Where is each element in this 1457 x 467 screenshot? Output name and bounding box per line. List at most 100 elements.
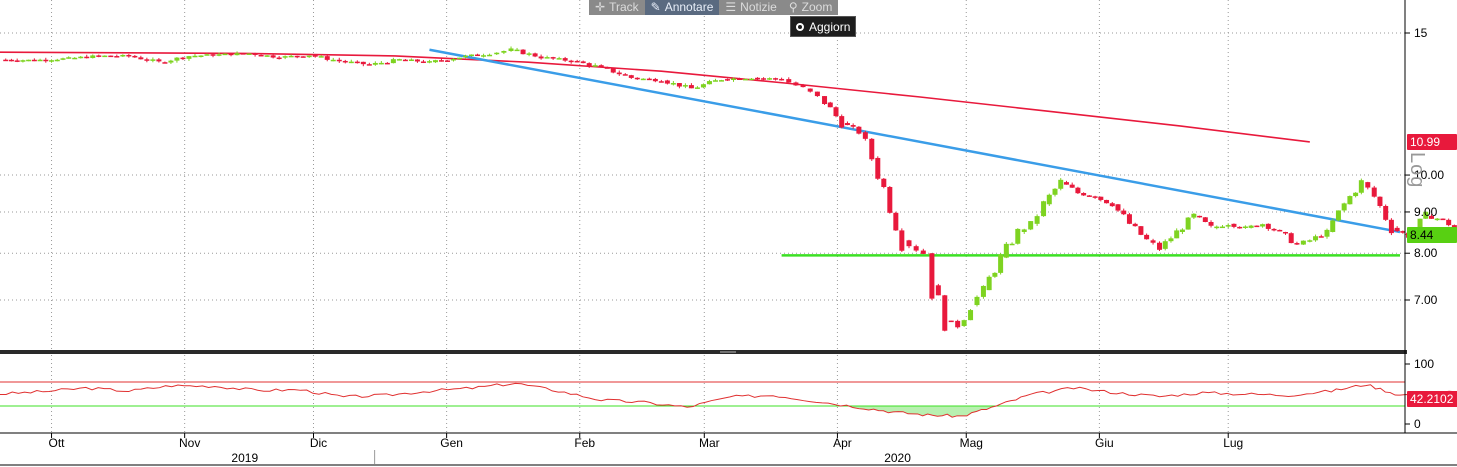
down-candle <box>126 54 132 58</box>
news-icon: ☰ <box>725 0 737 14</box>
candle-body <box>1179 229 1185 232</box>
candle-body <box>1313 236 1319 241</box>
up-candle <box>706 79 712 85</box>
candle-body <box>1015 228 1021 244</box>
overlay-lines <box>0 48 1457 257</box>
pencil-icon: ✎ <box>650 0 661 14</box>
rsi-indicator <box>0 381 1457 418</box>
price-tick-label: 10.00 <box>1414 168 1444 182</box>
resistance-trendline <box>429 48 1401 234</box>
candle-body <box>827 102 833 108</box>
candle-body <box>598 65 604 67</box>
candle-body <box>1341 203 1347 211</box>
candle-body <box>1451 225 1457 228</box>
down-candle <box>568 59 574 64</box>
down-candle <box>336 57 342 63</box>
candle-body <box>1446 219 1452 226</box>
candle-body <box>508 48 514 51</box>
candle-body <box>1214 226 1220 229</box>
down-candle <box>1428 214 1434 219</box>
down-candle <box>14 58 20 63</box>
candle-body <box>800 85 806 88</box>
down-candle <box>881 178 887 189</box>
annotate-tool[interactable]: ✎ Annotare <box>644 0 720 15</box>
down-candle <box>1254 225 1260 228</box>
up-candle <box>712 78 718 82</box>
down-candle <box>1446 218 1452 227</box>
down-candle <box>844 121 850 126</box>
up-candle <box>120 54 126 58</box>
down-candle <box>294 55 300 59</box>
down-candle <box>786 77 792 83</box>
candle-body <box>414 59 420 62</box>
candle-body <box>222 53 228 56</box>
candle-body <box>839 116 845 128</box>
up-candle <box>1052 188 1058 197</box>
candle-body <box>469 54 475 57</box>
candle-body <box>1058 179 1064 189</box>
candle-body <box>1009 243 1015 246</box>
up-candle <box>264 55 270 57</box>
down-candle <box>610 67 616 74</box>
down-candle <box>3 58 9 62</box>
down-candle <box>862 130 868 141</box>
down-candle <box>887 186 893 214</box>
candle-body <box>1162 241 1168 249</box>
up-candle <box>1179 228 1185 235</box>
up-candle <box>463 54 469 59</box>
up-candle <box>186 55 192 61</box>
candle-body <box>282 56 288 58</box>
magnifier-icon: ⚲ <box>788 0 798 14</box>
candle-body <box>1075 187 1081 194</box>
candle-body <box>899 230 905 251</box>
news-tool[interactable]: ☰ Notizie <box>719 0 782 15</box>
track-tool[interactable]: ✛ Track <box>589 0 645 15</box>
candle-body <box>1307 240 1313 242</box>
moving-average-last-badge: 10.99 <box>1407 134 1457 150</box>
up-candle <box>743 78 749 81</box>
zoom-tool[interactable]: ⚲ Zoom <box>783 0 838 15</box>
candle-body <box>348 61 354 64</box>
candle-body <box>420 61 426 63</box>
down-candle <box>574 59 580 63</box>
month-label: Dic <box>310 436 327 450</box>
candle-body <box>1400 231 1406 233</box>
candle-body <box>556 58 562 60</box>
price-tick-label: 9.00 <box>1414 205 1438 219</box>
candle-body <box>1388 219 1394 234</box>
up-candle <box>288 54 294 58</box>
candle-body <box>54 59 60 62</box>
candle-body <box>980 285 986 297</box>
candle-body <box>1063 182 1069 185</box>
candle-body <box>1041 201 1047 217</box>
down-candle <box>562 56 568 62</box>
candle-body <box>258 54 264 57</box>
up-candle <box>318 55 324 58</box>
up-candle <box>450 58 456 62</box>
down-candle <box>475 53 481 57</box>
candle-body <box>1115 204 1121 211</box>
pane-separator <box>0 350 1407 354</box>
candle-body <box>450 58 456 61</box>
candle-body <box>998 254 1004 273</box>
up-candle <box>544 55 550 59</box>
up-candle <box>102 55 108 58</box>
up-candle <box>174 57 180 63</box>
candle-body <box>992 272 998 277</box>
candle-body <box>1428 215 1434 219</box>
candle-body <box>26 59 32 62</box>
candle-body <box>402 59 408 62</box>
down-candle <box>1063 180 1069 185</box>
candle-body <box>408 59 414 61</box>
candle-body <box>432 60 438 63</box>
price-tick-label: 15 <box>1414 26 1428 40</box>
candle-body <box>875 157 881 179</box>
candle-body <box>501 50 507 53</box>
candle-body <box>192 55 198 58</box>
down-candle <box>180 56 186 61</box>
update-button[interactable]: Aggiorn <box>790 16 857 37</box>
down-candle <box>384 62 390 65</box>
chart-toolbar: ✛ Track ✎ Annotare ☰ Notizie ⚲ Zoom <box>589 0 839 15</box>
down-candle <box>366 62 372 66</box>
candle-body <box>948 320 954 323</box>
